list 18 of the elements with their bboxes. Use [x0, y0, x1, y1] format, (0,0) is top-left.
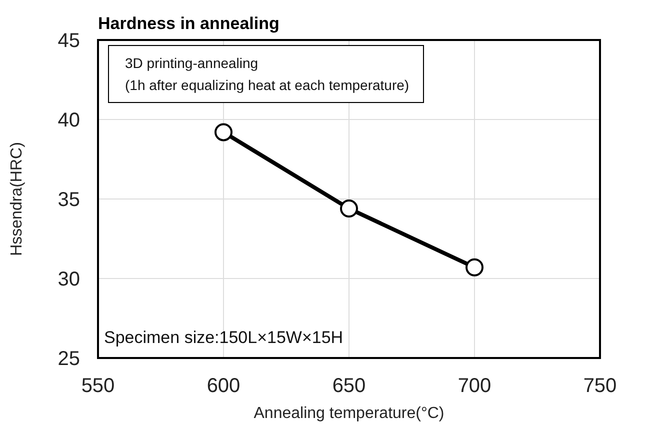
annotation: Specimen size:150L×15W×15H	[104, 328, 344, 348]
y-tick-label: 35	[58, 189, 80, 212]
y-tick-label: 30	[58, 268, 80, 291]
point	[340, 200, 358, 218]
point	[466, 258, 484, 276]
text-box: 3D printing-annealing (1h after equalizing heat at each temperature)	[108, 45, 424, 103]
chart-title: Hardness in annealing	[98, 14, 280, 34]
y-tick-label: 45	[58, 30, 80, 52]
x-axis-title: Annealing temperature(°C)	[254, 405, 444, 422]
x-tick-label: 750	[583, 375, 617, 398]
x-tick-label: 550	[81, 375, 115, 398]
x-tick-label: 600	[206, 375, 240, 398]
x-tick-label: 700	[458, 375, 492, 398]
x-tick-label: 650	[332, 375, 366, 398]
y-tick-label: 40	[58, 110, 80, 132]
y-axis-title: Hssendra(HRC)	[8, 142, 26, 256]
y-tick-label: 25	[58, 348, 80, 370]
point	[214, 123, 232, 142]
